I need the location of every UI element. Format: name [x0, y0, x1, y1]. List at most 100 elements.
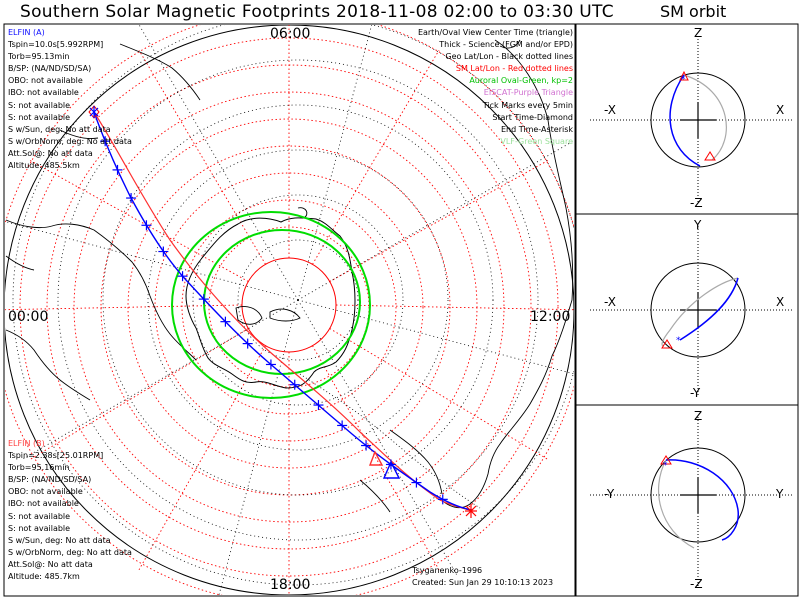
view-center-triangle-a: [382, 460, 401, 479]
clock-label-top: 06:00: [270, 26, 311, 42]
geo-lat-ring: [102, 104, 494, 496]
orbit-panel-title: SM orbit: [660, 2, 727, 21]
legend-item: End Time-Asterisk: [500, 124, 573, 134]
elfin-a-line: B/SP: (NA/ND/SD/SA): [8, 64, 92, 74]
elfin-a-line: Att.Sol@: No att data: [8, 148, 93, 158]
plot-footer: Tsyganenko-1996 Created: Sun Jan 29 10:1…: [412, 565, 553, 589]
geo-latlon-grid: [5, 25, 574, 595]
sm-lon-spoke: [138, 49, 266, 265]
orbit3-label-right: Y: [776, 487, 784, 501]
orbit2-label-bottom: -Y: [690, 386, 701, 400]
coastline-east: [443, 39, 574, 509]
legend-item: Start Time-Diamond: [492, 112, 573, 122]
legend-item: EISCAT-Purple Triangle: [483, 88, 573, 98]
elfin-b-line: S: not available: [8, 511, 71, 521]
orbit-panel-yz: *: [590, 417, 794, 588]
svg-text:*: *: [676, 336, 681, 346]
map-legend: Earth/Oval View Center Time (triangle) T…: [418, 27, 573, 148]
sm-polar-circle: [241, 257, 337, 353]
coastline-northwest: [59, 43, 201, 139]
coast-inlet: [235, 306, 263, 325]
orbit1-label-left: -X: [604, 103, 616, 117]
sm-lat-ring: [208, 226, 370, 388]
legend-item: SM Lat/Lon - Red dotted lines: [455, 64, 573, 74]
geo-lat-ring: [57, 59, 539, 541]
sm-lat-ring: [181, 199, 397, 415]
geo-lon-line: [138, 25, 299, 301]
sm-lat-ring: [154, 172, 424, 442]
elfin-a-line: Tspin=10.0s[5.992RPM]: [8, 40, 104, 50]
orbit2-label-left: -X: [604, 295, 616, 309]
sm-lon-spoke: [312, 345, 440, 571]
orbit1-label-right: X: [776, 103, 785, 117]
elfin-b-line: B/SP: (NA/ND/SD/SA): [8, 475, 92, 485]
coastline-southeast: [359, 429, 443, 513]
elfin-b-line: S w/Sun, deg: No att data: [8, 535, 111, 545]
auroral-oval-inner: [203, 229, 361, 375]
sm-latitude-grid: [5, 25, 574, 595]
geo-lon-line: [297, 140, 574, 301]
orbit-panel-xy: *: [590, 226, 794, 396]
sm-lon-spoke: [312, 49, 440, 265]
sm-longitude-grid: [5, 25, 574, 595]
coastline-west: [5, 219, 197, 401]
elfin-a-info: ELFIN (A) Tspin=10.0s[5.992RPM] Torb=95.…: [8, 27, 132, 172]
elfin-a-line: S w/Sun, deg: No att data: [8, 124, 111, 134]
orbit3-label-left: -Y: [604, 487, 615, 501]
elfin-b-line: Tspin=2.38s[25.01RPM]: [8, 451, 104, 461]
elfin-a-name: ELFIN (A): [8, 28, 45, 37]
elfin-b-line: S w/OrbNorm, deg: No att data: [8, 547, 132, 557]
geo-lon-line: [20, 299, 299, 461]
elfin-b-line: Att.Sol@: No att data: [8, 559, 93, 569]
orbit3-label-bottom: -Z: [690, 577, 703, 591]
svg-text:*: *: [681, 75, 686, 85]
geo-lon-line: [297, 25, 373, 301]
legend-item: Auroral Oval-Green, kp=2: [469, 76, 573, 86]
sm-lon-spoke: [28, 159, 249, 282]
orbit2-label-top: Y: [694, 218, 702, 232]
legend-item: Tick Marks every 5min: [482, 100, 573, 110]
geo-lon-line: [5, 221, 299, 301]
elfin-a-line: S: not available: [8, 100, 71, 110]
elfin-b-line: Torb=95.16min: [8, 463, 70, 473]
start-asterisk: [89, 106, 99, 118]
svg-text:*: *: [663, 461, 668, 471]
elfin-a-line: S: not available: [8, 112, 71, 122]
sm-lat-ring: [19, 37, 559, 577]
antarctica-coastline: [185, 217, 356, 389]
orbit-panel-xz: *: [590, 36, 794, 204]
created-timestamp: Created: Sun Jan 29 10:10:13 2023: [412, 578, 554, 587]
map-frame: [3, 23, 576, 597]
geo-lon-line: [297, 299, 459, 578]
elfin-b-line: S: not available: [8, 523, 71, 533]
clock-label-right: 12:00: [530, 309, 571, 325]
main-title: Southern Solar Magnetic Footprints 2018-…: [20, 2, 614, 22]
elfin-a-line: IBO: not available: [8, 88, 79, 98]
sm-lat-ring: [46, 64, 532, 550]
legend-item: Earth/Oval View Center Time (triangle): [417, 28, 573, 37]
elfin-a-line: OBO: not available: [8, 76, 83, 86]
sm-lon-spoke: [28, 328, 249, 461]
auroral-oval-outer: [171, 211, 371, 399]
elfin-a-line: Torb=95.13min: [8, 52, 70, 62]
view-center-triangle-b: [368, 450, 384, 466]
orbit-frame: [575, 23, 799, 597]
geo-lon-line: [218, 299, 299, 595]
legend-item: Thick - Science (FGM and/or EPD): [439, 40, 573, 50]
elfin-b-line: IBO: not available: [8, 499, 79, 509]
geo-lat-ring: [192, 194, 404, 406]
elfin-b-info: ELFIN (B) Tspin=2.38s[25.01RPM] Torb=95.…: [8, 438, 132, 583]
clock-label-left: 00:00: [8, 309, 49, 325]
elfin-b-line: Altitude: 485.7km: [8, 572, 80, 582]
geo-lon-line: [297, 299, 574, 375]
clock-label-bottom: 18:00: [270, 577, 311, 593]
orbit2-label-right: X: [776, 295, 785, 309]
elfin-b-track: [93, 111, 471, 511]
sm-lon-spoke: [329, 159, 550, 282]
sm-lon-spoke: [329, 328, 550, 461]
elfin-b-line: OBO: not available: [8, 487, 83, 497]
elfin-a-track: [93, 111, 473, 511]
geo-lat-ring: [147, 149, 449, 451]
orbit1-label-top: Z: [694, 26, 703, 40]
